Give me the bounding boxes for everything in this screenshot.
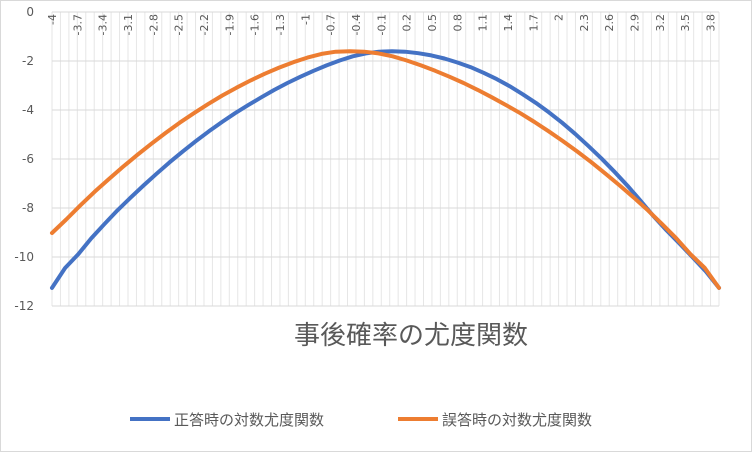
y-tick-label: -4 — [22, 103, 34, 117]
x-tick-label: -0.4 — [350, 14, 363, 35]
chart-title: 事後確率の尤度関数 — [294, 321, 528, 351]
x-tick-label: -0.1 — [375, 14, 388, 35]
x-tick-label: -1.6 — [249, 14, 262, 35]
x-tick-label: -3.7 — [71, 14, 84, 35]
y-tick-label: -2 — [22, 54, 34, 68]
x-tick-label: 1.4 — [502, 14, 515, 32]
x-tick-label: -2.2 — [198, 14, 211, 35]
series-lines — [50, 49, 721, 290]
x-tick-label: 2.9 — [629, 14, 642, 32]
x-tick-label: 1.7 — [527, 14, 540, 32]
x-axis-tick-labels: -4 -3.7 -3.4 -3.1 -2.8 -2.5 -2.2 -1.9 -1.6 -1.3 -1… — [46, 14, 718, 35]
series-line-incorrect — [50, 49, 721, 290]
y-tick-label: -8 — [22, 201, 34, 215]
series-line-correct — [50, 49, 721, 290]
x-tick-label: -1.9 — [223, 14, 236, 35]
x-tick-label: -2.8 — [147, 14, 160, 35]
x-tick-label: 3.2 — [654, 14, 667, 32]
x-tick-label: 0.8 — [451, 14, 464, 32]
horizontal-gridlines — [52, 11, 719, 307]
x-tick-label: 0.2 — [401, 14, 414, 32]
x-tick-label: 0.5 — [426, 14, 439, 32]
x-tick-label: -2.5 — [173, 14, 186, 35]
y-tick-label: 0 — [26, 5, 34, 19]
x-tick-label: -1 — [299, 14, 312, 25]
y-tick-label: -12 — [14, 299, 34, 313]
y-tick-label: -10 — [14, 250, 34, 264]
x-tick-label: -3.1 — [122, 14, 135, 35]
y-tick-label: -6 — [22, 152, 34, 166]
x-tick-label: -3.4 — [97, 14, 110, 35]
x-tick-label: 3.5 — [679, 14, 692, 32]
legend: 正答時の対数尤度関数 誤答時の対数尤度関数 — [130, 411, 592, 429]
x-tick-label: -1.3 — [274, 14, 287, 35]
x-tick-label: 1.1 — [477, 14, 490, 32]
x-tick-label: 2.6 — [603, 14, 616, 32]
x-tick-label: -4 — [46, 14, 59, 25]
x-tick-label: -0.7 — [325, 14, 338, 35]
y-axis-tick-labels: 0 -2 -4 -6 -8 -10 -12 — [14, 5, 34, 313]
x-tick-label: 3.8 — [705, 14, 718, 32]
x-tick-label: 2 — [553, 14, 566, 21]
legend-label: 正答時の対数尤度関数 — [174, 411, 324, 429]
x-tick-label: 2.3 — [578, 14, 591, 32]
legend-label: 誤答時の対数尤度関数 — [442, 411, 592, 429]
